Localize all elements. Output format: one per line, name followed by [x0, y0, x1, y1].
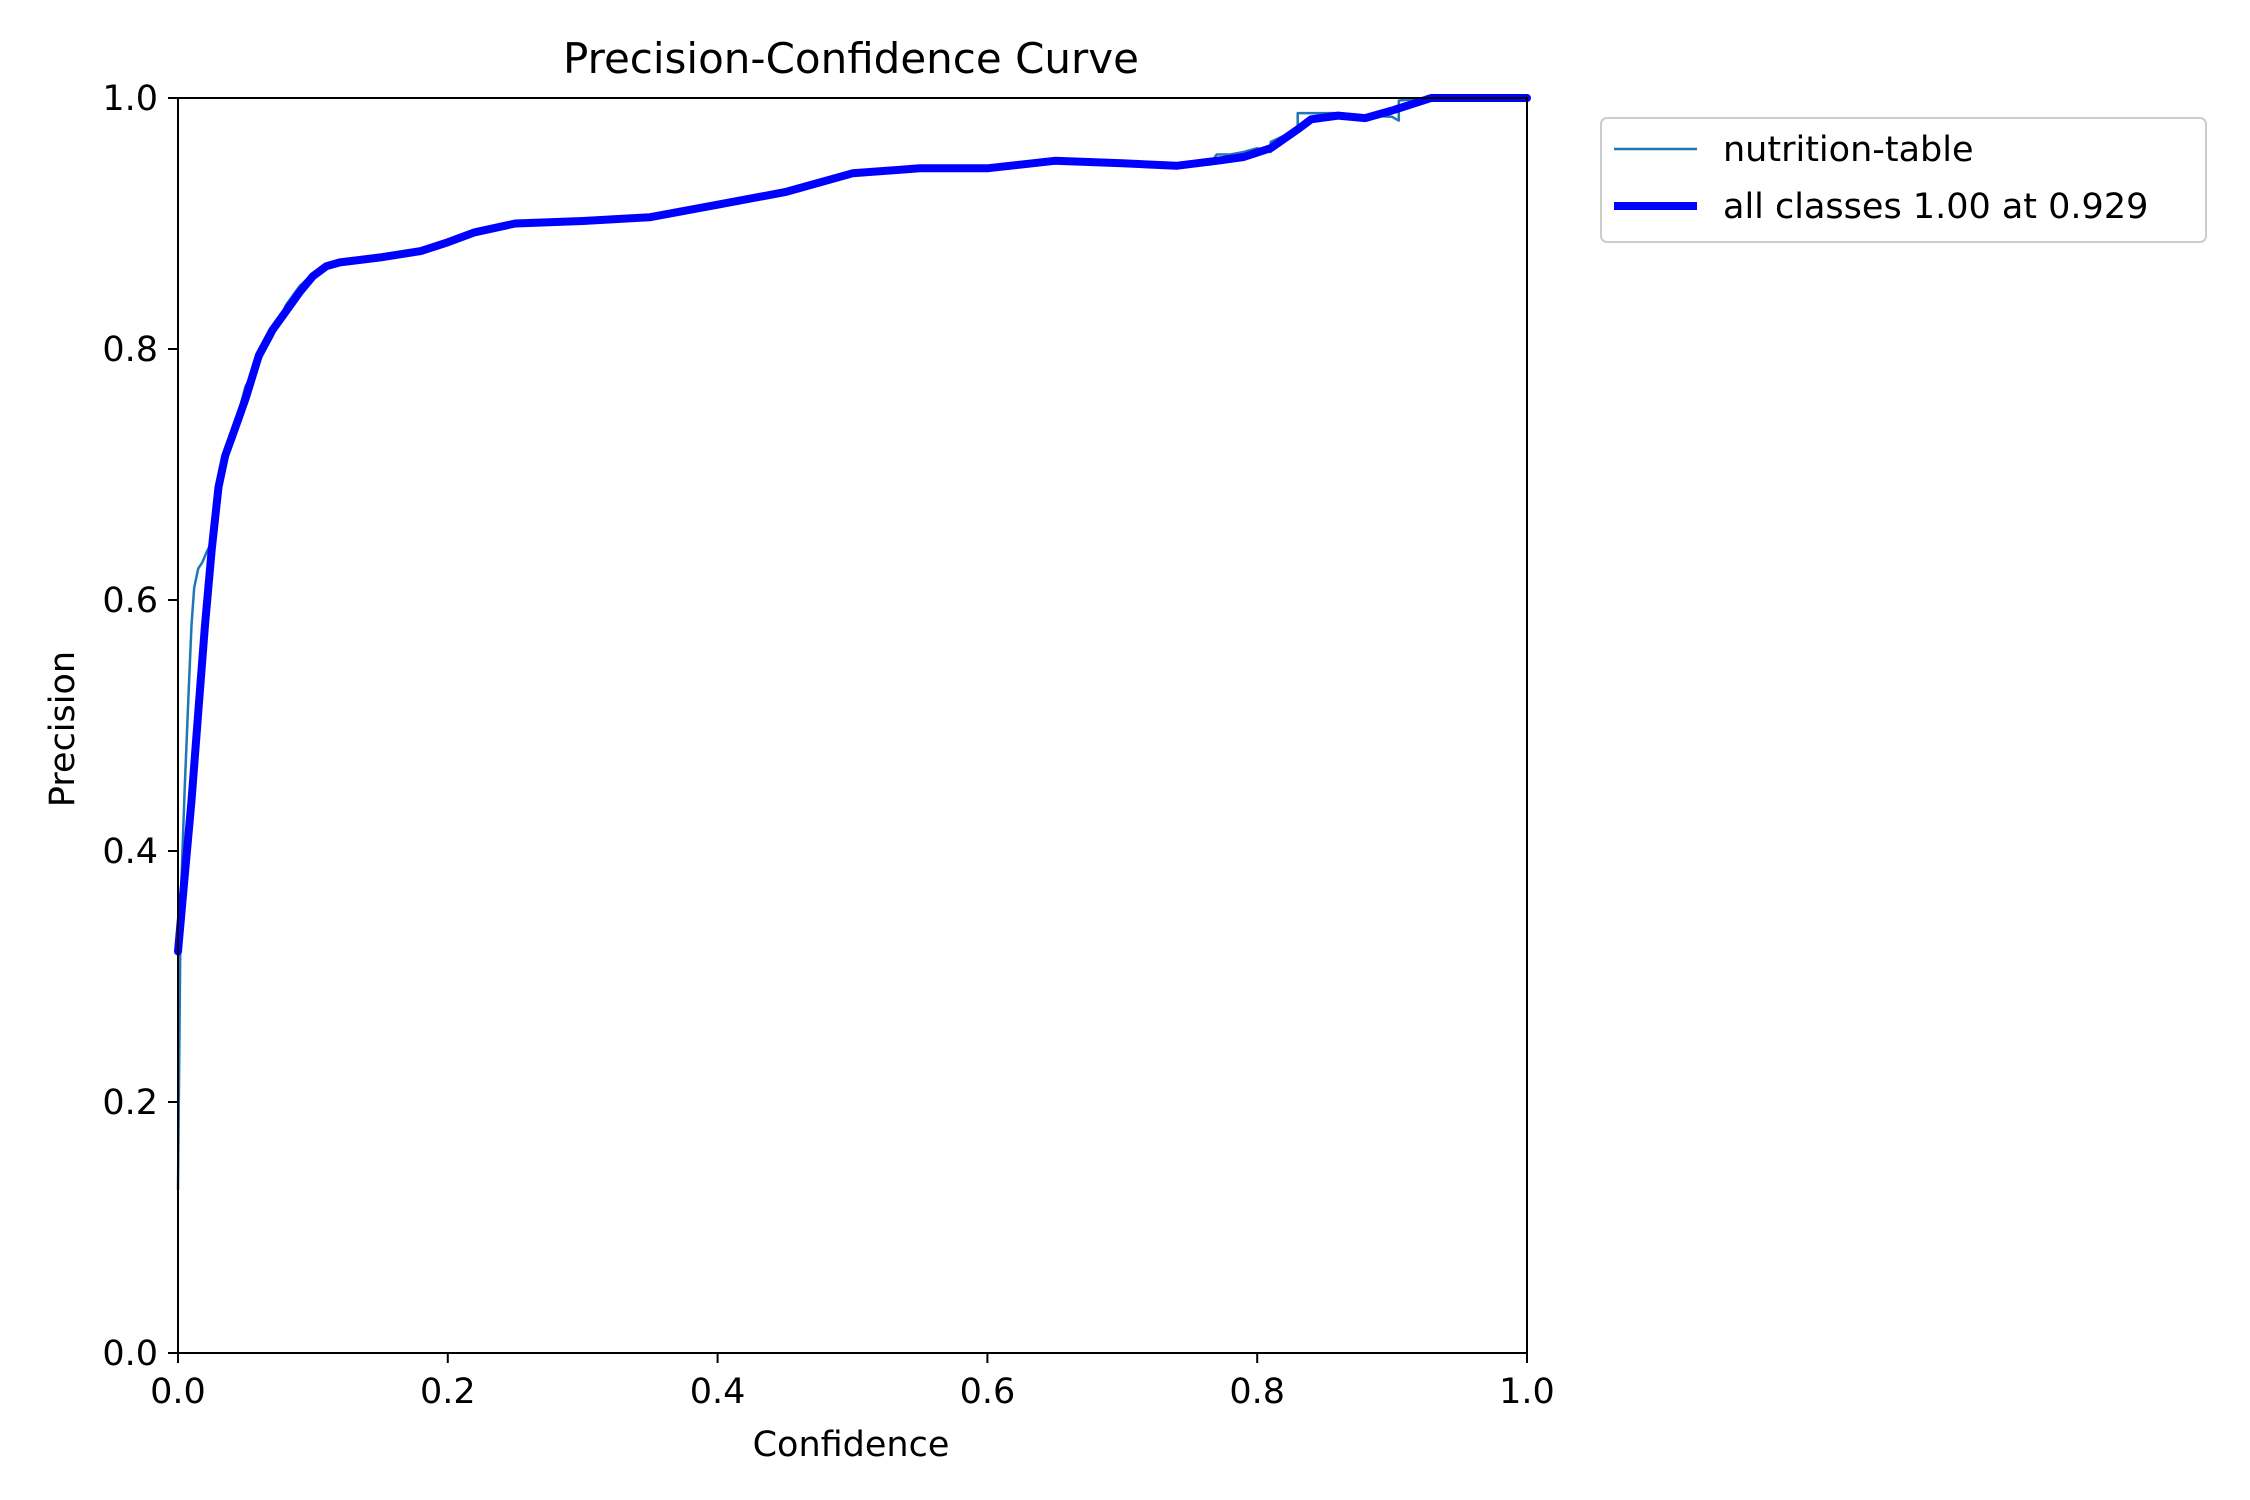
x-tick-label: 0.2: [420, 1372, 476, 1412]
x-tick-label: 0.8: [1229, 1372, 1285, 1412]
x-tick-label: 0.4: [690, 1372, 746, 1412]
y-tick-label: 1.0: [102, 79, 158, 119]
x-axis-ticks: 0.0 0.2 0.4 0.6 0.8 1.0: [150, 1353, 1555, 1412]
x-tick-label: 1.0: [1499, 1372, 1555, 1412]
legend-box: [1600, 117, 2207, 243]
y-tick-label: 0.2: [102, 1083, 158, 1123]
series-line-all-classes: [174, 94, 1531, 956]
y-tick-label: 0.6: [102, 581, 158, 621]
legend: nutrition-table all classes 1.00 at 0.92…: [1600, 117, 2207, 243]
plot-lines: [174, 94, 1531, 1192]
chart-title: Precision-Confidence Curve: [563, 34, 1139, 83]
x-tick-label: 0.0: [150, 1372, 206, 1412]
legend-label-all-classes: all classes 1.00 at 0.929: [1723, 187, 2148, 227]
x-tick-label: 0.6: [960, 1372, 1016, 1412]
y-axis-label: Precision: [43, 651, 83, 807]
legend-label-nutrition-table: nutrition-table: [1723, 130, 1974, 170]
y-axis-ticks: 0.0 0.2 0.4 0.6 0.8 1.0: [102, 79, 178, 1374]
y-tick-label: 0.4: [102, 832, 158, 872]
plot-frame: [177, 97, 1528, 1354]
y-tick-label: 0.0: [102, 1334, 158, 1374]
x-axis-label: Confidence: [753, 1425, 950, 1465]
y-tick-label: 0.8: [102, 330, 158, 370]
